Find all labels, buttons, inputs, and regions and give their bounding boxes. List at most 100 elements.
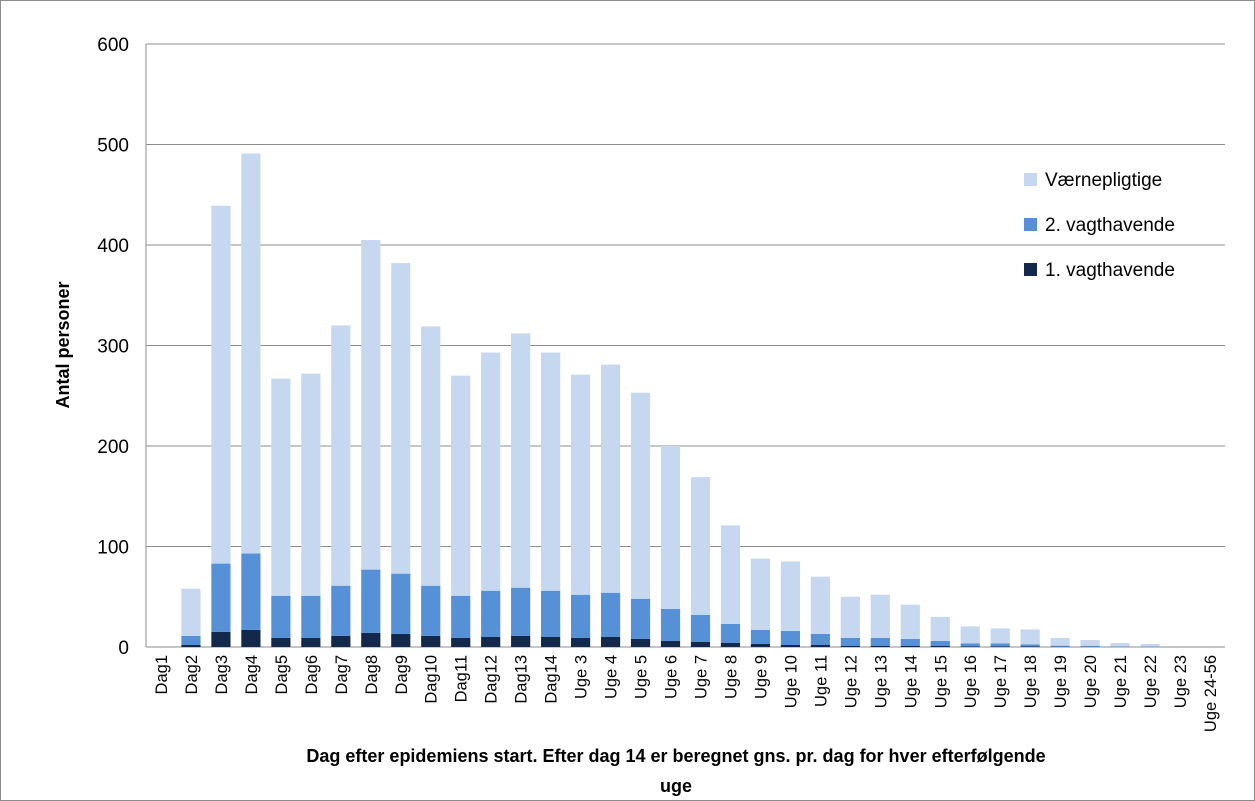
bar-segment xyxy=(780,630,800,645)
bar-segment xyxy=(391,633,411,647)
bar-segment xyxy=(1050,645,1070,647)
x-tick-label: Uge 12 xyxy=(842,655,860,708)
bar-segment xyxy=(630,392,651,599)
bar-segment xyxy=(750,629,771,644)
bar-segment xyxy=(181,635,201,645)
y-tick-label: 400 xyxy=(97,236,129,257)
bar-segment xyxy=(720,525,741,624)
x-tick-label: Dag10 xyxy=(423,655,441,704)
bar-segment xyxy=(840,637,860,646)
x-tick-label: Uge 20 xyxy=(1082,655,1100,708)
legend-swatch xyxy=(1024,218,1037,231)
x-tick-label: Dag7 xyxy=(333,655,351,694)
x-tick-label: Uge 6 xyxy=(663,655,681,699)
bar-segment xyxy=(750,558,771,630)
bar-segment xyxy=(870,645,890,647)
legend-swatch xyxy=(1024,263,1037,276)
bar-segment xyxy=(241,629,261,647)
x-tick-label: Dag3 xyxy=(213,655,231,694)
bar-segment xyxy=(690,641,711,647)
y-tick-label: 500 xyxy=(97,136,129,157)
bar-segment xyxy=(511,587,531,636)
bar-segment xyxy=(600,636,621,647)
x-tick-label: Uge 17 xyxy=(992,655,1010,708)
bar-segment xyxy=(870,594,890,638)
bar-segment xyxy=(481,352,501,591)
bar-segment xyxy=(421,326,441,586)
x-tick-label: Uge 14 xyxy=(902,655,920,708)
bar-segment xyxy=(930,645,950,647)
y-tick-label: 100 xyxy=(97,538,129,559)
bar-segment xyxy=(1140,643,1160,647)
x-tick-label: Uge 24-56 xyxy=(1202,655,1220,732)
x-tick-label: Uge 16 xyxy=(962,655,980,708)
bar-segment xyxy=(990,643,1010,647)
y-tick-labels: 0 100 200 300 400 500 600 xyxy=(97,35,129,659)
x-tick-label: Dag13 xyxy=(513,655,531,704)
bar-segment xyxy=(870,637,890,646)
x-tick-label: Dag1 xyxy=(153,655,171,694)
x-tick-label: Dag4 xyxy=(243,655,261,694)
bar-segment xyxy=(301,637,321,647)
bar-segment xyxy=(451,595,471,638)
bar-segment xyxy=(810,644,830,647)
y-tick-label: 600 xyxy=(97,35,129,56)
bar-segment xyxy=(571,594,591,638)
x-tick-label: Dag6 xyxy=(303,655,321,694)
bar-segment xyxy=(720,642,741,647)
y-tick-label: 300 xyxy=(97,337,129,358)
x-tick-label: Uge 21 xyxy=(1112,655,1130,708)
bar-segment xyxy=(361,632,381,647)
bar-segment xyxy=(331,585,351,636)
x-tick-label: Uge 5 xyxy=(633,655,651,699)
bar-segment xyxy=(600,364,621,593)
bar-segment xyxy=(511,635,531,647)
x-tick-label: Uge 15 xyxy=(932,655,950,708)
bars xyxy=(181,153,1160,647)
bar-segment xyxy=(241,553,261,630)
bar-segment xyxy=(960,626,980,644)
bar-segment xyxy=(181,644,201,647)
bar-segment xyxy=(990,646,1010,647)
bar-segment xyxy=(960,646,980,647)
bar-segment xyxy=(630,638,651,647)
x-tick-label: Dag5 xyxy=(273,655,291,694)
bar-segment xyxy=(690,477,711,615)
bar-segment xyxy=(451,375,471,596)
bar-segment xyxy=(541,590,561,637)
bar-segment xyxy=(271,637,291,647)
x-tick-label: Dag12 xyxy=(483,655,501,704)
x-axis-title-line-1: Dag efter epidemiens start. Efter dag 14… xyxy=(306,746,1045,766)
bar-segment xyxy=(481,636,501,647)
bar-segment xyxy=(750,643,771,647)
x-tick-label: Uge 3 xyxy=(573,655,591,699)
bar-segment xyxy=(361,239,381,570)
bar-segment xyxy=(960,643,980,647)
bar-segment xyxy=(810,633,830,645)
bar-segment xyxy=(571,637,591,647)
x-tick-label: Uge 13 xyxy=(872,655,890,708)
legend: Værnepligtige 2. vagthavende 1. vagthavend… xyxy=(1024,170,1175,281)
bar-segment xyxy=(541,352,561,591)
legend-swatch xyxy=(1024,173,1037,186)
bar-segment xyxy=(1020,646,1040,647)
legend-label: 1. vagthavende xyxy=(1045,260,1175,281)
bar-segment xyxy=(1050,637,1070,646)
bar-segment xyxy=(301,595,321,638)
bar-segment xyxy=(481,590,501,637)
x-tick-label: Dag2 xyxy=(183,655,201,694)
bar-segment xyxy=(660,640,681,647)
x-tick-label: Dag8 xyxy=(363,655,381,694)
bar-segment xyxy=(660,446,681,609)
bar-segment xyxy=(541,636,561,647)
bar-segment xyxy=(331,635,351,647)
bar-segment xyxy=(361,569,381,633)
x-tick-label: Uge 22 xyxy=(1142,655,1160,708)
bar-segment xyxy=(990,628,1010,644)
x-tick-label: Uge 9 xyxy=(752,655,770,699)
bar-segment xyxy=(600,592,621,637)
y-tick-label: 200 xyxy=(97,437,129,458)
bar-segment xyxy=(1020,644,1040,647)
